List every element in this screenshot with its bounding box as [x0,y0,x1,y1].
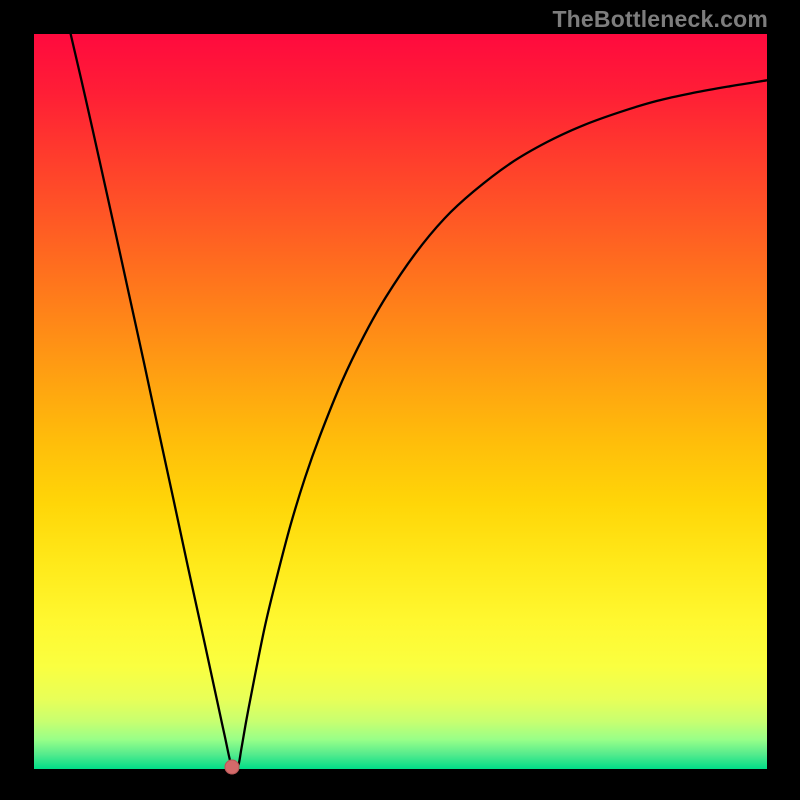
gradient-background [34,34,767,769]
plot-area [34,34,767,769]
watermark-text: TheBottleneck.com [552,6,768,33]
optimal-point-marker [224,759,239,774]
figure-root: { "figure": { "width_px": 800, "height_p… [0,0,800,800]
